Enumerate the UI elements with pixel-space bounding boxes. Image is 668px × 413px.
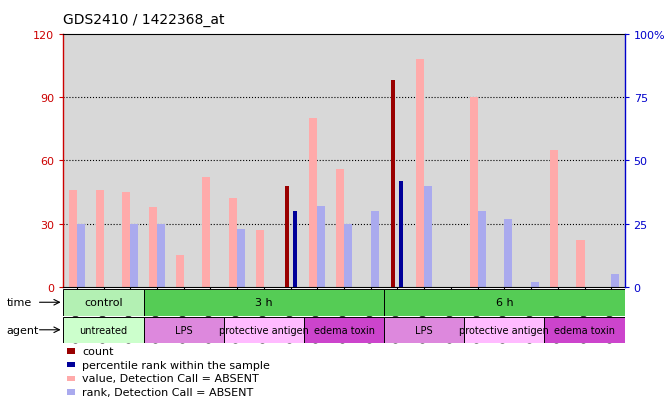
Text: untreated: untreated <box>79 325 128 335</box>
Text: edema toxin: edema toxin <box>554 325 615 335</box>
Bar <box>576 241 584 287</box>
Text: protective antigen: protective antigen <box>219 325 309 335</box>
Bar <box>424 186 432 287</box>
Bar <box>122 192 130 287</box>
Bar <box>69 190 77 287</box>
Bar <box>464 317 544 343</box>
Text: control: control <box>84 297 123 308</box>
Bar <box>63 289 144 316</box>
Bar <box>531 282 539 287</box>
Bar <box>202 178 210 287</box>
Bar <box>309 119 317 287</box>
Bar <box>130 224 138 287</box>
Bar <box>304 317 384 343</box>
Text: rank, Detection Call = ABSENT: rank, Detection Call = ABSENT <box>82 387 253 397</box>
Bar <box>237 229 245 287</box>
Bar <box>478 211 486 287</box>
Bar <box>144 317 224 343</box>
Bar <box>344 224 352 287</box>
Bar <box>550 151 558 287</box>
Bar <box>176 256 184 287</box>
Bar <box>544 317 625 343</box>
Bar <box>157 224 165 287</box>
Bar <box>144 289 384 316</box>
Text: value, Detection Call = ABSENT: value, Detection Call = ABSENT <box>82 373 259 383</box>
Text: percentile rank within the sample: percentile rank within the sample <box>82 360 270 370</box>
Bar <box>229 199 237 287</box>
Bar <box>399 181 403 287</box>
Bar <box>224 317 304 343</box>
Bar <box>96 190 104 287</box>
Text: count: count <box>82 346 114 356</box>
Text: LPS: LPS <box>415 325 433 335</box>
Bar <box>256 230 264 287</box>
Bar <box>317 206 325 287</box>
Bar <box>293 211 297 287</box>
Bar <box>384 289 625 316</box>
Bar <box>384 317 464 343</box>
Bar <box>504 219 512 287</box>
Bar <box>611 274 619 287</box>
Text: agent: agent <box>7 325 39 335</box>
Bar <box>77 224 85 287</box>
Text: LPS: LPS <box>175 325 192 335</box>
Text: GDS2410 / 1422368_at: GDS2410 / 1422368_at <box>63 13 225 27</box>
Bar <box>285 186 289 287</box>
Bar <box>416 60 424 287</box>
Bar <box>470 98 478 287</box>
Bar <box>149 207 157 287</box>
Bar <box>63 317 144 343</box>
Text: time: time <box>7 297 32 308</box>
Bar <box>391 81 395 287</box>
Bar <box>371 211 379 287</box>
Text: protective antigen: protective antigen <box>460 325 549 335</box>
Bar <box>336 169 344 287</box>
Text: 3 h: 3 h <box>255 297 273 308</box>
Text: edema toxin: edema toxin <box>313 325 375 335</box>
Text: 6 h: 6 h <box>496 297 513 308</box>
